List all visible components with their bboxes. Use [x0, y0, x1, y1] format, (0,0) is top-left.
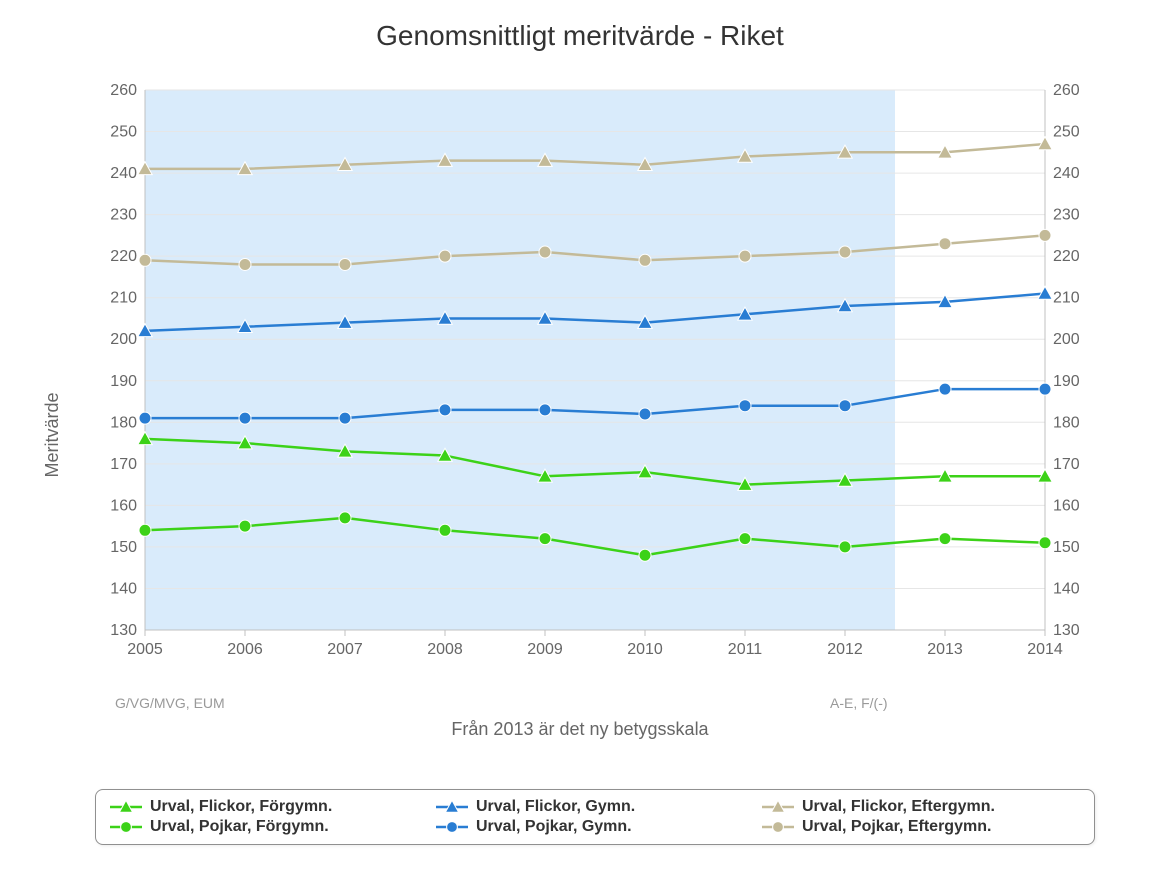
svg-text:170: 170	[1053, 456, 1080, 473]
svg-text:140: 140	[1053, 580, 1080, 597]
svg-text:250: 250	[1053, 124, 1080, 141]
svg-text:180: 180	[1053, 414, 1080, 431]
svg-text:2009: 2009	[527, 641, 563, 658]
svg-text:220: 220	[1053, 248, 1080, 265]
chart-container: Genomsnittligt meritvärde - Riket Meritv…	[0, 0, 1160, 870]
svg-text:210: 210	[110, 290, 137, 307]
legend-swatch	[436, 799, 468, 815]
legend-item[interactable]: Urval, Pojkar, Eftergymn.	[762, 818, 1080, 836]
svg-text:2014: 2014	[1027, 641, 1063, 658]
svg-text:170: 170	[110, 456, 137, 473]
svg-text:210: 210	[1053, 290, 1080, 307]
svg-text:190: 190	[110, 373, 137, 390]
legend-swatch	[762, 799, 794, 815]
legend-label: Urval, Flickor, Gymn.	[476, 798, 635, 816]
legend-item[interactable]: Urval, Pojkar, Förgymn.	[110, 818, 428, 836]
svg-text:2010: 2010	[627, 641, 663, 658]
legend-swatch	[436, 819, 468, 835]
svg-text:260: 260	[110, 82, 137, 99]
legend-label: Urval, Pojkar, Eftergymn.	[802, 818, 991, 836]
legend: Urval, Flickor, Förgymn. Urval, Flickor, …	[95, 789, 1095, 845]
svg-text:230: 230	[110, 207, 137, 224]
svg-text:130: 130	[110, 622, 137, 639]
svg-text:230: 230	[1053, 207, 1080, 224]
svg-text:2011: 2011	[728, 641, 763, 658]
svg-text:240: 240	[1053, 165, 1080, 182]
x-axis-note: Från 2013 är det ny betygsskala	[0, 719, 1160, 740]
svg-text:260: 260	[1053, 82, 1080, 99]
svg-text:160: 160	[110, 497, 137, 514]
band-label-right: A-E, F/(-)	[830, 695, 888, 711]
svg-text:250: 250	[110, 124, 137, 141]
legend-swatch	[762, 819, 794, 835]
legend-item[interactable]: Urval, Flickor, Eftergymn.	[762, 798, 1080, 816]
legend-label: Urval, Flickor, Eftergymn.	[802, 798, 995, 816]
svg-text:140: 140	[110, 580, 137, 597]
svg-text:2007: 2007	[327, 641, 363, 658]
legend-item[interactable]: Urval, Flickor, Förgymn.	[110, 798, 428, 816]
legend-item[interactable]: Urval, Pojkar, Gymn.	[436, 818, 754, 836]
plot-area: 130 130 140 140 150 150 160 160 170 170 180 180 190 1…	[95, 80, 1095, 670]
y-axis-title: Meritvärde	[42, 392, 63, 477]
legend-label: Urval, Pojkar, Gymn.	[476, 818, 632, 836]
legend-label: Urval, Flickor, Förgymn.	[150, 798, 332, 816]
svg-text:2013: 2013	[927, 641, 963, 658]
legend-label: Urval, Pojkar, Förgymn.	[150, 818, 329, 836]
legend-swatch	[110, 819, 142, 835]
svg-text:240: 240	[110, 165, 137, 182]
chart-title: Genomsnittligt meritvärde - Riket	[0, 20, 1160, 52]
svg-text:200: 200	[110, 331, 137, 348]
svg-text:180: 180	[110, 414, 137, 431]
svg-text:220: 220	[110, 248, 137, 265]
svg-text:160: 160	[1053, 497, 1080, 514]
band-label-left: G/VG/MVG, EUM	[115, 695, 225, 711]
svg-text:2006: 2006	[227, 641, 263, 658]
svg-text:2008: 2008	[427, 641, 463, 658]
svg-text:150: 150	[110, 539, 137, 556]
svg-text:2012: 2012	[827, 641, 863, 658]
svg-text:150: 150	[1053, 539, 1080, 556]
svg-text:200: 200	[1053, 331, 1080, 348]
plot-svg: 130 130 140 140 150 150 160 160 170 170 180 180 190 1…	[95, 80, 1095, 670]
legend-swatch	[110, 799, 142, 815]
legend-item[interactable]: Urval, Flickor, Gymn.	[436, 798, 754, 816]
svg-text:190: 190	[1053, 373, 1080, 390]
svg-text:130: 130	[1053, 622, 1080, 639]
svg-text:2005: 2005	[127, 641, 163, 658]
